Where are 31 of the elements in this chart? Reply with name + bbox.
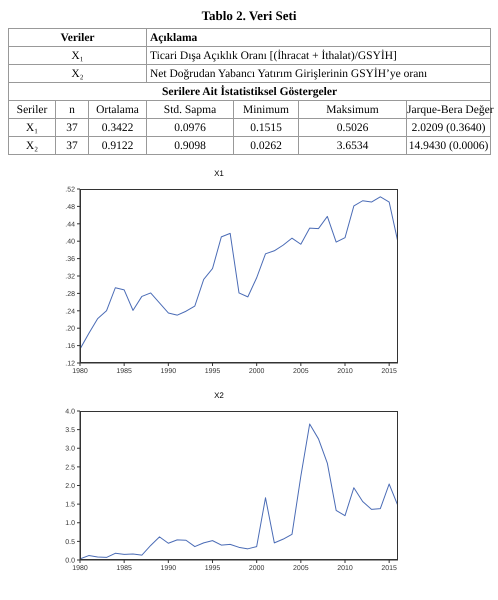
text: Net Doğrudan Yabancı Yatırım Girişlerinin GSYİH’ye oranı	[146, 64, 491, 82]
text: 0.0262	[234, 136, 298, 154]
text: Minimum	[234, 100, 298, 118]
text: 2.0209 (0.3640)	[406, 118, 491, 136]
text: Tablo 2. Veri Seti	[200, 8, 298, 24]
text: 37	[56, 118, 88, 136]
text: Maksimum	[298, 100, 406, 118]
text: 37	[56, 136, 88, 154]
text: 0.1515	[234, 118, 298, 136]
text: 0.0976	[146, 118, 234, 136]
text: X₁	[8, 118, 56, 136]
text: 14.9430 (0.0006)	[406, 136, 491, 154]
text: Veriler	[8, 28, 146, 46]
text: Std. Sapma	[146, 100, 234, 118]
chart-title: X2	[213, 391, 225, 400]
text: 0.9122	[88, 136, 146, 154]
text: 0.9098	[146, 136, 234, 154]
text: X₂	[8, 136, 56, 154]
text: X₁	[8, 46, 146, 64]
text: 3.6534	[298, 136, 406, 154]
chart-title: X1	[213, 169, 225, 178]
text: Serilere Ait İstatistiksel Göstergeler	[8, 82, 491, 100]
text: Açıklama	[146, 28, 491, 46]
text: n	[56, 100, 88, 118]
text: Ticari Dışa Açıklık Oranı [(İhracat + İthalat)/GSYİH]	[146, 46, 491, 64]
text: Ortalama	[88, 100, 146, 118]
text: 0.5026	[298, 118, 406, 136]
text: Jarque-Bera Değer	[406, 100, 494, 118]
text: 0.3422	[88, 118, 146, 136]
text: X₂	[8, 64, 146, 82]
text: Seriler	[8, 100, 56, 118]
